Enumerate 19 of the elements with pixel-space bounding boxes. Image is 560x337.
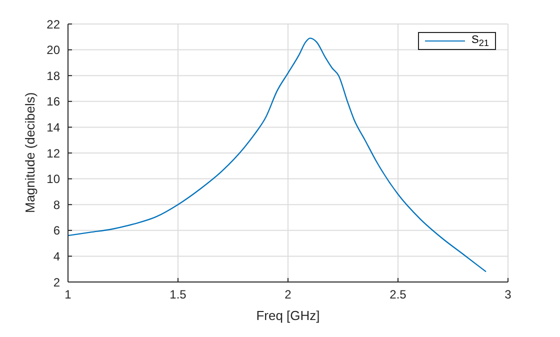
- y-tick-label: 20: [46, 43, 60, 58]
- y-tick-label: 10: [46, 172, 60, 186]
- x-axis-title: Freq [GHz]: [256, 308, 320, 323]
- y-tick-label: 4: [53, 249, 60, 264]
- y-tick-label: 16: [46, 94, 60, 109]
- y-tick-label: 8: [53, 198, 60, 212]
- y-tick-label: 14: [46, 120, 60, 134]
- y-tick-label: 18: [46, 68, 60, 83]
- y-axis-title: Magnitude (decibels): [22, 92, 38, 213]
- y-tick-label: 6: [53, 224, 60, 238]
- x-tick-label: 2: [284, 288, 292, 302]
- y-tick-label: 2: [53, 275, 60, 290]
- x-tick-label: 2.5: [390, 288, 407, 302]
- y-tick-label: 22: [46, 17, 60, 32]
- x-tick-label: 1: [64, 288, 72, 302]
- x-tick-label: 3: [504, 288, 512, 302]
- y-tick-label: 12: [46, 146, 60, 160]
- x-tick-label: 1.5: [170, 288, 187, 302]
- legend-label: S$_{21}$: [471, 34, 489, 48]
